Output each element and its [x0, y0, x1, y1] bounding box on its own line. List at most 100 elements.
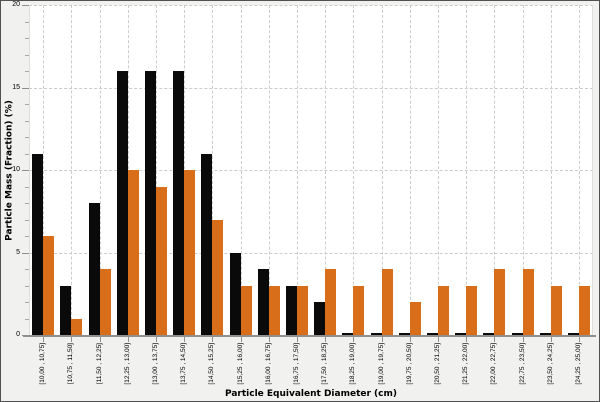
- y-tick-major: [22, 87, 29, 89]
- x-tick: [99, 337, 101, 342]
- bar-orange-17: [522, 269, 534, 335]
- x-tick: [494, 337, 496, 342]
- bar-black-3: [116, 71, 128, 335]
- bar-black-9: [285, 285, 297, 335]
- bar-orange-9: [296, 285, 308, 335]
- x-tick-label: [13,75 , 14,50]: [180, 343, 188, 385]
- bar-orange-10: [325, 269, 337, 335]
- gridline-vertical: [296, 5, 298, 335]
- x-tick: [409, 337, 411, 342]
- gridline-vertical: [268, 5, 270, 335]
- gridline-vertical: [381, 5, 383, 335]
- bar-orange-12: [381, 269, 393, 335]
- gridline-vertical: [437, 5, 439, 335]
- bar-orange-16: [494, 269, 506, 335]
- gridline-vertical: [550, 5, 552, 335]
- plot-left-edge: [29, 5, 30, 335]
- gridline-horizontal: [29, 5, 593, 6]
- x-tick: [155, 337, 157, 342]
- x-tick-label: [19,75 , 20,50]: [405, 343, 413, 385]
- bar-black-17: [511, 333, 523, 335]
- gridline-vertical: [43, 5, 45, 335]
- y-tick-major: [22, 170, 29, 171]
- bar-orange-19: [578, 285, 590, 335]
- x-tick: [240, 337, 242, 342]
- x-tick-label: [15,25 , 16,00]: [236, 343, 244, 385]
- gridline-vertical: [99, 5, 101, 335]
- gridline-vertical: [466, 5, 468, 335]
- bar-black-1: [60, 285, 72, 335]
- bar-black-13: [398, 333, 410, 335]
- x-tick: [268, 337, 270, 342]
- x-axis-line: [23, 335, 596, 337]
- y-tick-major: [22, 335, 29, 336]
- bar-orange-7: [240, 285, 252, 335]
- bar-orange-11: [353, 285, 365, 335]
- x-tick-label: [19,00 , 19,75]: [377, 343, 385, 385]
- x-tick-label: [14,50 , 15,25]: [208, 343, 216, 385]
- bar-black-10: [314, 302, 326, 335]
- bar-black-18: [539, 333, 551, 335]
- x-axis-title: Particle Equivalent Diameter (cm): [225, 389, 397, 399]
- x-tick: [466, 337, 468, 342]
- plot-area: [29, 5, 593, 335]
- x-tick: [212, 337, 214, 342]
- x-tick: [578, 337, 580, 342]
- x-tick-label: [13,00 , 13,75]: [151, 343, 159, 385]
- bar-black-5: [173, 71, 185, 335]
- bar-black-14: [426, 333, 438, 335]
- bar-black-19: [567, 333, 579, 335]
- bar-black-8: [257, 269, 269, 335]
- x-tick-label: [17,50 , 18,25]: [321, 343, 329, 385]
- gridline-vertical: [71, 5, 73, 335]
- bar-orange-2: [99, 269, 111, 335]
- x-tick: [437, 337, 439, 342]
- x-tick: [127, 337, 129, 342]
- x-tick-label: [22,00 , 22,75]: [490, 343, 498, 385]
- bar-black-7: [229, 252, 241, 335]
- bar-orange-6: [212, 219, 224, 335]
- bar-black-16: [483, 333, 495, 335]
- x-tick: [381, 337, 383, 342]
- bar-black-15: [455, 333, 467, 335]
- bar-black-11: [342, 333, 354, 335]
- gridline-vertical: [522, 5, 524, 335]
- bar-orange-1: [71, 318, 83, 335]
- gridline-horizontal: [29, 87, 593, 89]
- x-tick-label: [20,50 , 21,25]: [433, 343, 441, 385]
- x-tick: [353, 337, 355, 342]
- x-tick-label: [24,25 , 25,00]: [574, 343, 582, 385]
- bar-orange-0: [43, 236, 55, 335]
- x-tick: [43, 337, 45, 342]
- x-tick: [522, 337, 524, 342]
- bar-orange-5: [184, 170, 196, 335]
- bar-black-4: [144, 71, 156, 335]
- bar-black-6: [201, 153, 213, 335]
- x-tick-label: [21,25 , 22,00]: [462, 343, 470, 385]
- x-tick: [296, 337, 298, 342]
- x-tick: [184, 337, 186, 342]
- bar-black-0: [32, 153, 44, 335]
- x-tick-label: [16,75 , 17,50]: [292, 343, 300, 385]
- gridline-vertical: [578, 5, 580, 335]
- gridline-vertical: [409, 5, 411, 335]
- bar-orange-18: [550, 285, 562, 335]
- bar-orange-13: [409, 302, 421, 335]
- x-tick-label: [22,75 , 23,50]: [518, 343, 526, 385]
- x-tick-label: [10,75 , 11,50]: [67, 343, 75, 385]
- y-axis-title: Particle Mass (Fraction) (%): [4, 100, 15, 241]
- gridline-vertical: [494, 5, 496, 335]
- gridline-vertical: [155, 5, 157, 335]
- bar-orange-4: [155, 186, 167, 335]
- bar-black-12: [370, 333, 382, 335]
- x-tick: [71, 337, 73, 342]
- x-tick-label: [11,50 , 12,25]: [95, 343, 103, 385]
- x-tick-label: [12,25 , 13,00]: [123, 343, 131, 385]
- bar-orange-14: [437, 285, 449, 335]
- bar-orange-8: [268, 285, 280, 335]
- x-tick-label: [10,00 , 10,75]: [39, 343, 47, 385]
- gridline-horizontal: [29, 252, 593, 254]
- gridline-vertical: [240, 5, 242, 335]
- gridline-vertical: [212, 5, 214, 335]
